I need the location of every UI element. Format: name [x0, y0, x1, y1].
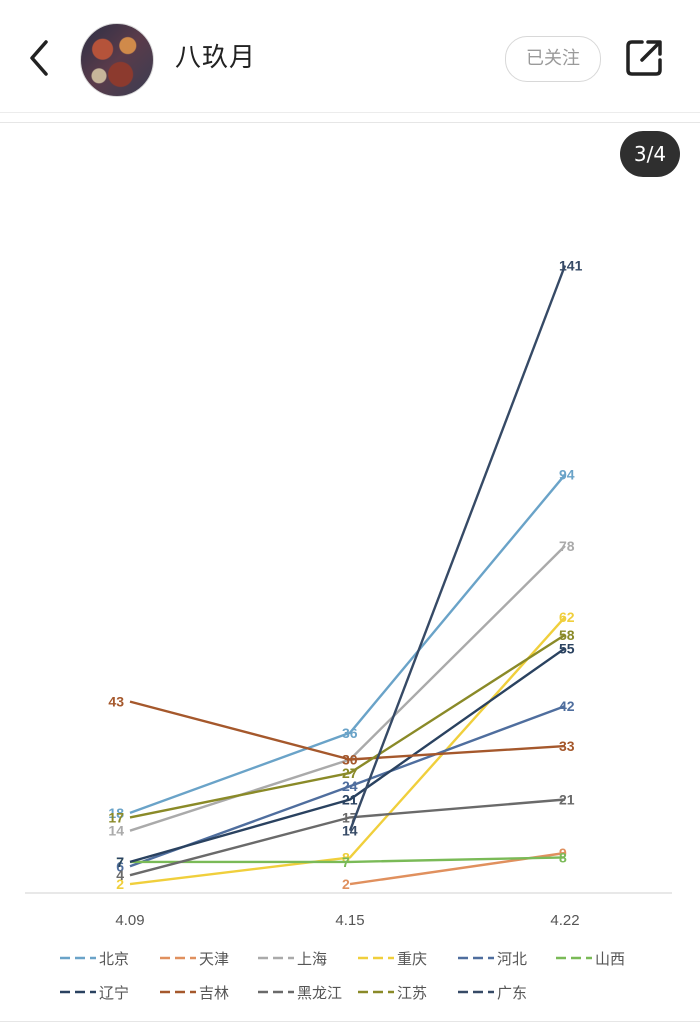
legend-label: 吉林	[199, 984, 229, 1002]
data-label: 62	[559, 609, 575, 625]
series-line	[129, 700, 566, 761]
data-label: 7	[116, 854, 124, 870]
chevron-left-icon	[30, 40, 48, 76]
legend-item: 江苏	[358, 984, 427, 1002]
legend-label: 江苏	[397, 984, 427, 1002]
legend-item: 上海	[258, 950, 327, 968]
data-label: 8	[342, 849, 350, 865]
data-label: 141	[559, 258, 583, 274]
legend-label: 山西	[595, 950, 625, 968]
legend-label: 重庆	[397, 950, 427, 968]
data-label: 94	[559, 467, 575, 483]
page-indicator: 3/4	[620, 131, 680, 177]
legend-item: 辽宁	[60, 984, 129, 1002]
data-label: 36	[342, 725, 358, 741]
legend-item: 吉林	[160, 984, 229, 1002]
x-tick-label: 4.15	[335, 912, 364, 929]
x-tick-label: 4.09	[115, 912, 144, 929]
follow-button[interactable]: 已关注	[505, 36, 601, 82]
data-label: 14	[108, 823, 124, 839]
data-label: 21	[559, 792, 575, 808]
top-bar: 八玖月 已关注	[0, 0, 700, 113]
share-button[interactable]	[622, 36, 666, 80]
data-label: 14	[342, 823, 358, 839]
data-label: 2	[116, 876, 124, 892]
legend-label: 上海	[297, 950, 327, 968]
data-label: 2	[342, 876, 350, 892]
data-label: 43	[108, 694, 124, 710]
username[interactable]: 八玖月	[175, 43, 257, 73]
data-label: 6	[116, 858, 124, 874]
data-label: 4	[116, 867, 124, 883]
legend-item: 北京	[60, 950, 129, 968]
series-line	[129, 798, 566, 877]
data-label: 78	[559, 538, 575, 554]
legend-label: 黑龙江	[297, 984, 342, 1002]
data-label: 24	[342, 778, 358, 794]
legend-item: 山西	[556, 950, 625, 968]
legend-label: 广东	[497, 984, 527, 1002]
legend-label: 辽宁	[99, 984, 129, 1002]
data-label: 8	[559, 849, 567, 865]
legend-item: 重庆	[358, 950, 427, 968]
data-label: 18	[108, 805, 124, 821]
data-label: 27	[342, 765, 358, 781]
data-label: 7	[116, 854, 124, 870]
legend-label: 河北	[497, 950, 527, 968]
data-label: 30	[342, 752, 358, 768]
back-button[interactable]	[22, 36, 58, 80]
series-line	[130, 856, 566, 864]
data-label: 42	[559, 698, 575, 714]
legend-item: 河北	[458, 950, 527, 968]
post-image[interactable]	[0, 122, 700, 1022]
data-label: 55	[559, 640, 575, 656]
legend-label: 天津	[199, 950, 229, 968]
data-label: 58	[559, 627, 575, 643]
series-line	[129, 616, 566, 886]
data-label: 9	[559, 845, 567, 861]
avatar[interactable]	[80, 23, 154, 97]
x-tick-label: 4.22	[550, 912, 579, 929]
data-label: 21	[342, 792, 358, 808]
share-external-icon	[626, 40, 662, 76]
legend-item: 黑龙江	[258, 984, 342, 1002]
data-label: 7	[342, 854, 350, 870]
data-label: 33	[559, 738, 575, 754]
legend-item: 广东	[458, 984, 527, 1002]
series-line	[129, 647, 566, 864]
series-line	[129, 704, 566, 868]
series-line	[348, 265, 567, 832]
series-line	[129, 473, 566, 815]
legend-item: 天津	[160, 950, 229, 968]
series-line	[129, 633, 566, 819]
data-label: 17	[108, 809, 124, 825]
legend-label: 北京	[99, 950, 129, 968]
